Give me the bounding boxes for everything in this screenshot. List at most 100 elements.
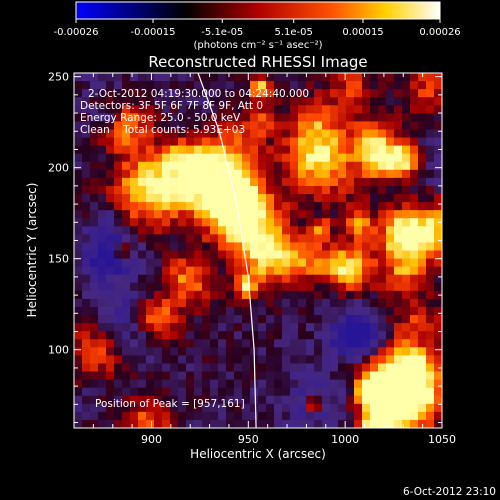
heatmap-cell <box>282 331 291 340</box>
heatmap-cell <box>74 113 83 122</box>
heatmap-cell <box>170 274 179 284</box>
heatmap-cell <box>250 250 259 259</box>
heatmap-cell <box>306 234 315 243</box>
heatmap-cell <box>194 105 203 114</box>
heatmap-cell <box>242 137 251 147</box>
heatmap-cell <box>210 323 219 332</box>
heatmap-cell <box>122 218 131 227</box>
heatmap-cell <box>130 274 139 284</box>
heatmap-cell <box>338 145 347 155</box>
heatmap-cell <box>202 121 211 130</box>
heatmap-cell <box>282 347 291 356</box>
heatmap-cell <box>154 258 163 268</box>
heatmap-cell <box>370 290 379 300</box>
heatmap-cell <box>194 379 203 389</box>
heatmap-cell <box>378 403 387 413</box>
heatmap-cell <box>122 298 131 308</box>
heatmap-cell <box>186 194 195 203</box>
heatmap-cell <box>314 347 323 356</box>
heatmap-cell <box>338 411 347 421</box>
heatmap-cell <box>138 419 147 428</box>
heatmap-cell <box>178 210 187 219</box>
heatmap-cell <box>386 169 395 179</box>
heatmap-cell <box>202 194 211 203</box>
heatmap-cell <box>242 323 251 332</box>
heatmap-cell <box>298 250 307 259</box>
heatmap-cell <box>74 129 83 138</box>
heatmap-cell <box>170 153 179 163</box>
heatmap-cell <box>386 306 395 316</box>
heatmap-cell <box>194 266 203 276</box>
heatmap-cell <box>434 97 442 106</box>
heatmap-cell <box>74 226 83 235</box>
heatmap-cell <box>106 121 115 130</box>
heatmap-cell <box>74 161 83 171</box>
heatmap-cell <box>98 387 107 397</box>
heatmap-cell <box>290 258 299 268</box>
heatmap-cell <box>178 323 187 332</box>
heatmap-cell <box>194 177 203 187</box>
heatmap-cell <box>226 242 235 251</box>
heatmap-cell <box>386 282 395 292</box>
heatmap-cell <box>82 347 91 356</box>
heatmap-cell <box>202 258 211 268</box>
heatmap-cell <box>274 113 283 122</box>
heatmap-cell <box>234 202 243 211</box>
heatmap-cell <box>90 242 99 251</box>
heatmap-cell <box>242 218 251 227</box>
heatmap-cell <box>394 371 403 380</box>
heatmap-cell <box>346 323 355 332</box>
heatmap-cell <box>130 339 139 348</box>
heatmap-cell <box>386 121 395 130</box>
heatmap-cell <box>122 371 131 380</box>
heatmap-cell <box>314 105 323 114</box>
heatmap-cell <box>242 105 251 114</box>
heatmap-cell <box>370 145 379 155</box>
heatmap-cell <box>186 169 195 179</box>
heatmap-cell <box>386 323 395 332</box>
heatmap-cell <box>106 194 115 203</box>
heatmap-cell <box>130 387 139 397</box>
heatmap-cell <box>114 290 123 300</box>
heatmap-cell <box>266 234 275 243</box>
heatmap-cell <box>298 331 307 340</box>
heatmap-cell <box>242 387 251 397</box>
heatmap-cell <box>418 306 427 316</box>
heatmap-cell <box>250 153 259 163</box>
heatmap-cell <box>226 419 235 428</box>
heatmap-cell <box>298 379 307 389</box>
heatmap-cell <box>274 347 283 356</box>
heatmap-cell <box>210 169 219 179</box>
heatmap-cell <box>386 242 395 251</box>
heatmap-cell <box>178 226 187 235</box>
heatmap-cell <box>226 97 235 106</box>
heatmap-cell <box>410 121 419 130</box>
heatmap-cell <box>154 298 163 308</box>
heatmap-cell <box>146 153 155 163</box>
heatmap-cell <box>330 306 339 316</box>
heatmap-cell <box>258 73 267 82</box>
heatmap-cell <box>242 306 251 316</box>
heatmap-cell <box>114 89 123 98</box>
heatmap-cell <box>330 89 339 98</box>
heatmap-cell <box>106 266 115 276</box>
heatmap-cell <box>378 419 387 428</box>
heatmap-cell <box>218 89 227 98</box>
heatmap-cell <box>362 169 371 179</box>
heatmap-cell <box>186 371 195 380</box>
heatmap-cell <box>322 210 331 219</box>
heatmap-cell <box>154 274 163 284</box>
heatmap-cell <box>138 258 147 268</box>
heatmap-cell <box>98 363 107 372</box>
heatmap-cell <box>194 290 203 300</box>
heatmap-cell <box>330 226 339 235</box>
heatmap-cell <box>362 258 371 268</box>
heatmap-cell <box>170 97 179 106</box>
heatmap-cell <box>378 161 387 171</box>
heatmap-cell <box>242 331 251 340</box>
heatmap-cell <box>210 226 219 235</box>
heatmap-cell <box>82 153 91 163</box>
heatmap-cell <box>378 363 387 372</box>
heatmap-cell <box>130 105 139 114</box>
heatmap-cell <box>194 210 203 219</box>
